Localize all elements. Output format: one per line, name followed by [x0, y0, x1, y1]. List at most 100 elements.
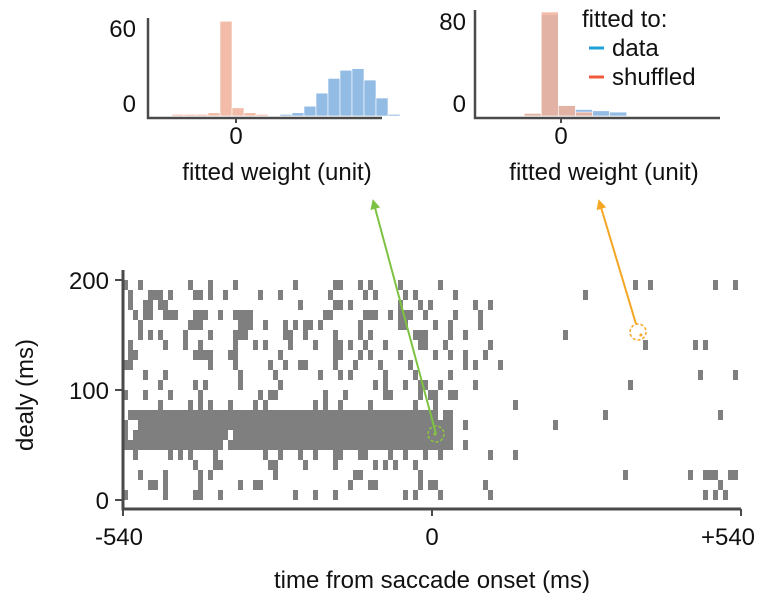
raster-cell — [283, 410, 288, 420]
raster-cell — [443, 430, 448, 440]
raster-cell — [158, 380, 163, 390]
raster-cell — [128, 360, 133, 370]
raster-cell — [313, 420, 318, 430]
raster-cell — [193, 290, 198, 300]
raster-cell — [318, 420, 323, 430]
raster-cell — [238, 310, 243, 320]
raster-cell — [698, 370, 703, 380]
raster-cell — [213, 420, 218, 430]
legend: fitted to: data shuffled — [582, 6, 696, 91]
raster-cell — [293, 490, 298, 500]
raster-cell — [448, 330, 453, 340]
raster-cell — [298, 300, 303, 310]
raster-cell — [373, 410, 378, 420]
histogram-right-bars — [523, 11, 627, 117]
raster-cell — [133, 450, 138, 460]
raster-cell — [448, 440, 453, 450]
raster-cell — [223, 290, 228, 300]
raster-cell — [368, 410, 373, 420]
raster-cell — [433, 440, 438, 450]
highlight-circle-green — [427, 425, 445, 443]
raster-cell — [438, 380, 443, 390]
bar-shuffled — [219, 20, 233, 117]
raster-cell — [243, 330, 248, 340]
legend-title: fitted to: — [582, 6, 667, 33]
raster-cell — [433, 420, 438, 430]
raster-cell — [268, 410, 273, 420]
raster-cell — [298, 430, 303, 440]
raster-cell — [423, 420, 428, 430]
raster-cell — [383, 410, 388, 420]
bar-shuffled — [207, 112, 221, 117]
raster-cell — [463, 360, 468, 370]
raster-cell — [393, 440, 398, 450]
raster-cell — [428, 420, 433, 430]
raster-cell — [198, 340, 203, 350]
histogram-left-y-tick-top: 60 — [109, 16, 136, 43]
raster-cell — [313, 440, 318, 450]
raster-cell — [403, 490, 408, 500]
raster-cell — [188, 280, 193, 290]
raster-cell — [358, 430, 363, 440]
raster-cell — [733, 280, 738, 290]
raster-cell — [253, 480, 258, 490]
raster-cell — [253, 440, 258, 450]
bar-data — [315, 92, 329, 117]
raster-cell — [193, 440, 198, 450]
raster-cell — [198, 320, 203, 330]
raster-cell — [133, 430, 138, 440]
raster-cell — [278, 380, 283, 390]
raster-cell — [193, 490, 198, 500]
raster-cell — [123, 390, 128, 400]
raster-y-tick-label-0: 0 — [96, 488, 109, 515]
raster-cell — [148, 410, 153, 420]
raster-cell — [413, 290, 418, 300]
raster-cell — [273, 440, 278, 450]
raster-cell — [398, 410, 403, 420]
raster-cell — [323, 430, 328, 440]
raster-cell — [423, 330, 428, 340]
raster-cell — [228, 410, 233, 420]
raster-cell — [168, 450, 173, 460]
raster-cell — [158, 290, 163, 300]
raster-cell — [348, 300, 353, 310]
raster-cell — [203, 380, 208, 390]
raster-cell — [438, 490, 443, 500]
raster-cell — [258, 430, 263, 440]
raster-cell — [223, 410, 228, 420]
raster-cell — [123, 490, 128, 500]
raster-cell — [358, 330, 363, 340]
raster-cell — [333, 350, 338, 360]
raster-cell — [358, 470, 363, 480]
raster-cell — [143, 300, 148, 310]
raster-cell — [148, 310, 153, 320]
raster-cell — [163, 480, 168, 490]
raster-cell — [193, 460, 198, 470]
raster-cell — [428, 430, 433, 440]
raster-cell — [233, 350, 238, 360]
raster-cell — [333, 460, 338, 470]
raster-cell — [168, 390, 173, 400]
raster-cell — [418, 440, 423, 450]
raster-cell — [278, 420, 283, 430]
raster-cell — [188, 320, 193, 330]
histogram-left-x-tick-label: 0 — [229, 123, 242, 150]
raster-cell — [453, 390, 458, 400]
raster-cell — [418, 340, 423, 350]
raster-cell — [413, 440, 418, 450]
raster-cell — [273, 460, 278, 470]
raster-cell — [248, 320, 253, 330]
raster-cell — [333, 450, 338, 460]
raster-cell — [163, 420, 168, 430]
raster-cell — [343, 420, 348, 430]
raster-cell — [248, 440, 253, 450]
raster-cell — [363, 420, 368, 430]
raster-cell — [263, 410, 268, 420]
raster-cell — [283, 440, 288, 450]
raster-cell — [268, 430, 273, 440]
raster-cell — [248, 430, 253, 440]
raster-cell — [233, 420, 238, 430]
raster-cell — [423, 450, 428, 460]
raster-cell — [328, 310, 333, 320]
